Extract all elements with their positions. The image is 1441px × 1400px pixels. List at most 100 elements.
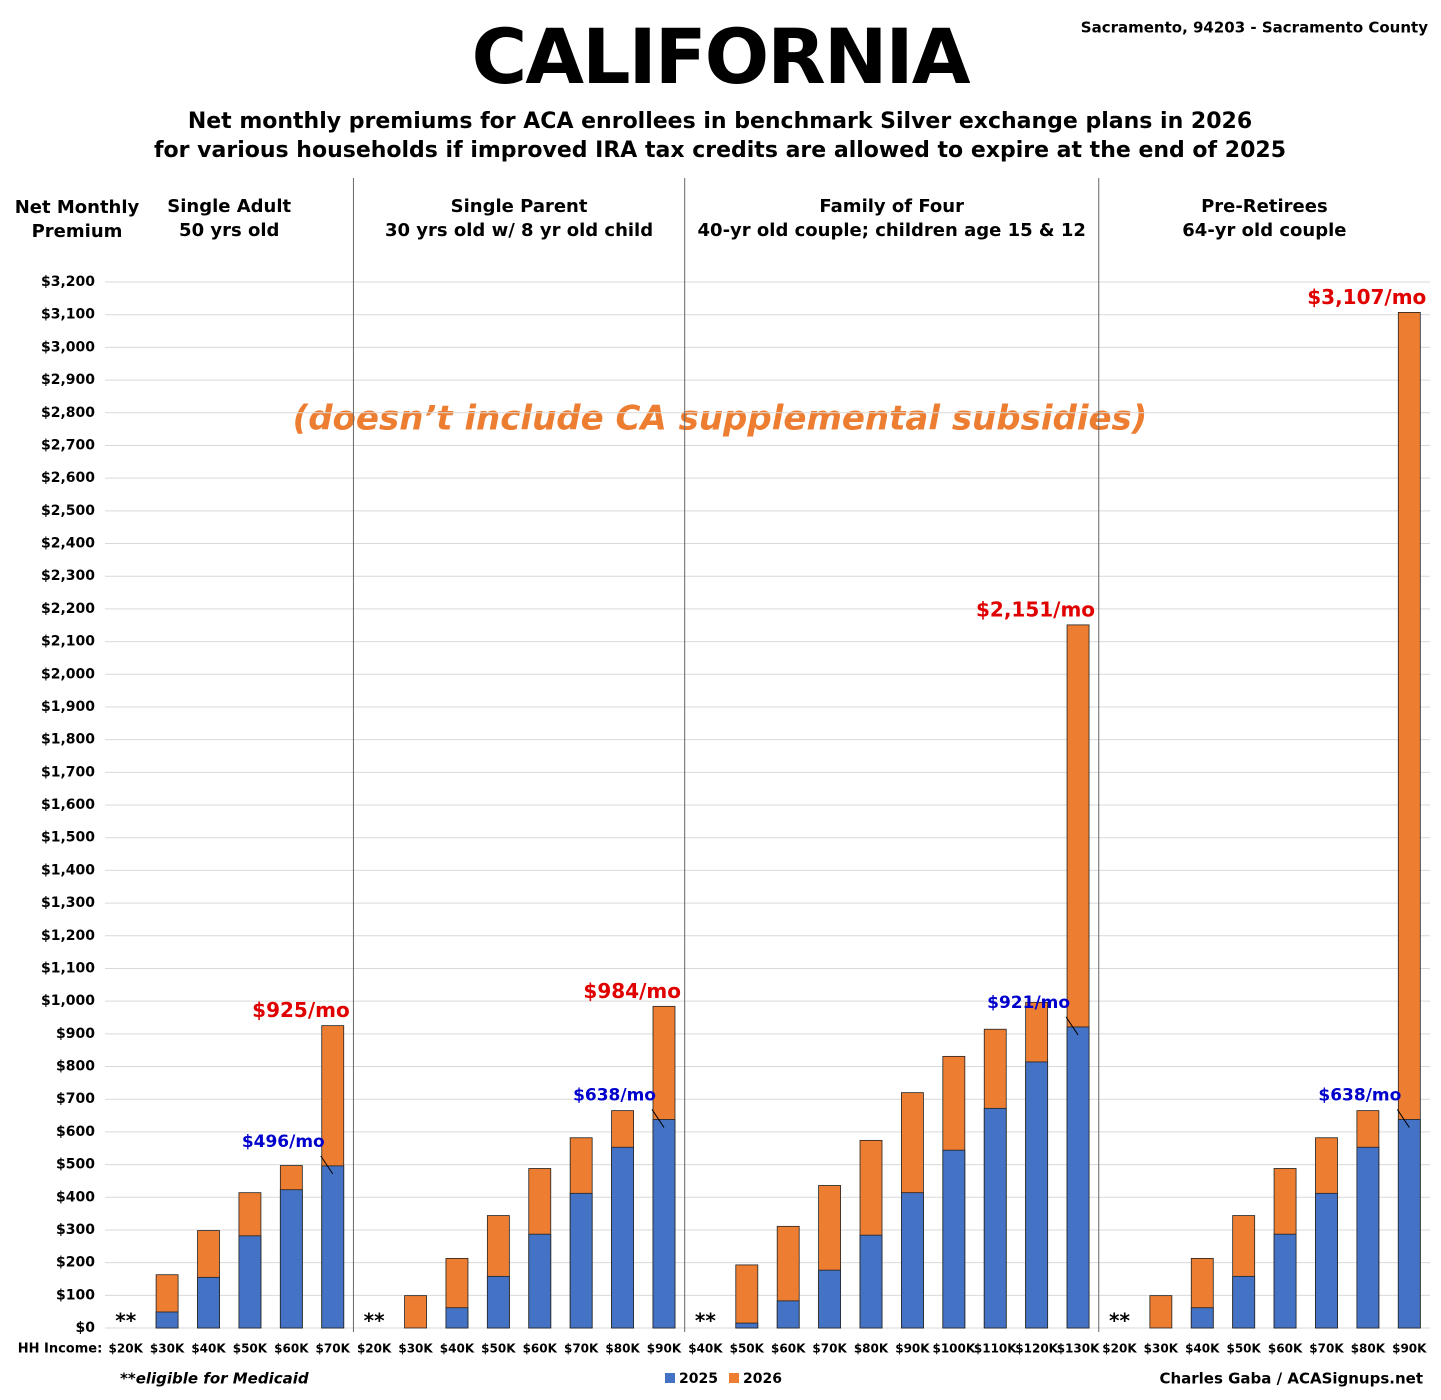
bar	[528, 1233, 552, 1329]
x-tick-label: $60K	[771, 1342, 806, 1356]
y-axis-title: Premium	[32, 221, 123, 242]
y-tick-label: $800	[56, 1059, 95, 1075]
bar	[1356, 1146, 1380, 1329]
bar	[735, 1322, 759, 1329]
y-tick-label: $1,200	[41, 928, 95, 944]
legend-label: 2025	[679, 1371, 718, 1387]
group-title: Single Adult	[167, 196, 291, 217]
na-marker: **	[364, 1309, 385, 1333]
footnote: **eligible for Medicaid	[120, 1370, 309, 1388]
bar	[1025, 1061, 1049, 1329]
bar	[735, 1264, 759, 1329]
x-axis-label: HH Income:	[18, 1342, 103, 1357]
y-tick-label: $2,600	[41, 470, 95, 486]
y-tick-label: $900	[56, 1026, 95, 1042]
y-tick-label: $200	[56, 1255, 95, 1271]
x-tick-label: $50K	[1226, 1342, 1261, 1356]
x-tick-label: $30K	[150, 1342, 185, 1356]
leader-line	[1065, 1016, 1079, 1036]
y-tick-label: $2,900	[41, 372, 95, 388]
bar	[197, 1276, 220, 1329]
bar	[983, 1107, 1007, 1329]
subtitle: for various households if improved IRA t…	[154, 138, 1286, 163]
value-label: $925/mo	[252, 998, 350, 1022]
bar	[1397, 1119, 1421, 1329]
y-tick-label: $2,700	[41, 437, 95, 453]
chart-title: CALIFORNIA	[471, 12, 970, 101]
x-tick-label: $90K	[895, 1342, 930, 1356]
x-tick-label: $60K	[523, 1342, 558, 1356]
na-marker: **	[695, 1309, 716, 1333]
y-tick-label: $1,800	[41, 732, 95, 748]
group-subtitle: 64-yr old couple	[1182, 220, 1346, 241]
value-label: $921/mo	[987, 993, 1070, 1013]
bar	[611, 1146, 634, 1329]
group-title: Pre-Retirees	[1201, 196, 1328, 217]
x-tick-label: $80K	[854, 1342, 889, 1356]
x-tick-label: $20K	[1102, 1342, 1137, 1356]
y-tick-label: $2,000	[41, 666, 95, 682]
x-tick-label: $70K	[316, 1342, 351, 1356]
x-tick-label: $70K	[564, 1342, 599, 1356]
y-tick-label: $300	[56, 1222, 95, 1238]
value-label: $496/mo	[242, 1132, 325, 1152]
bar	[1273, 1233, 1297, 1329]
bar	[1066, 1026, 1090, 1329]
bar	[238, 1235, 262, 1329]
x-tick-label: $40K	[688, 1342, 723, 1356]
x-tick-label: $110K	[974, 1342, 1017, 1356]
bar	[818, 1269, 842, 1329]
bar	[321, 1165, 345, 1329]
y-tick-label: $1,600	[41, 797, 95, 813]
bar	[486, 1275, 510, 1329]
y-tick-label: $1,100	[41, 960, 95, 976]
x-tick-label: $30K	[398, 1342, 433, 1356]
leader-line	[651, 1109, 665, 1128]
bar	[652, 1119, 676, 1329]
y-axis-title: Net Monthly	[15, 197, 140, 218]
y-tick-label: $0	[76, 1320, 96, 1336]
group-subtitle: 30 yrs old w/ 8 yr old child	[385, 220, 653, 241]
x-tick-label: $40K	[440, 1342, 475, 1356]
leader-line	[1396, 1109, 1410, 1128]
y-tick-label: $400	[56, 1189, 95, 1205]
y-tick-label: $2,100	[41, 634, 95, 650]
bar	[1232, 1275, 1256, 1329]
bar	[942, 1149, 966, 1329]
bar	[1149, 1295, 1173, 1329]
bar	[1315, 1192, 1338, 1329]
x-tick-label: $70K	[812, 1342, 847, 1356]
y-tick-label: $1,900	[41, 699, 95, 715]
y-tick-label: $2,800	[41, 405, 95, 421]
value-label: $638/mo	[1318, 1085, 1401, 1105]
y-tick-label: $2,500	[41, 503, 95, 519]
location: Sacramento, 94203 - Sacramento County	[1081, 19, 1428, 37]
bar	[1190, 1307, 1214, 1329]
bar	[155, 1311, 179, 1329]
x-tick-label: $90K	[1392, 1342, 1427, 1356]
bar	[859, 1234, 883, 1329]
group-title: Family of Four	[819, 196, 964, 217]
y-tick-label: $3,000	[41, 339, 95, 355]
x-tick-label: $40K	[191, 1342, 226, 1356]
x-tick-label: $80K	[1351, 1342, 1386, 1356]
y-tick-label: $1,300	[41, 895, 95, 911]
x-tick-label: $80K	[605, 1342, 640, 1356]
subtitle: Net monthly premiums for ACA enrollees i…	[188, 109, 1252, 134]
y-tick-label: $1,400	[41, 862, 95, 878]
bar	[445, 1307, 469, 1329]
x-tick-label: $120K	[1015, 1342, 1058, 1356]
y-tick-label: $600	[56, 1124, 95, 1140]
credit: Charles Gaba / ACASignups.net	[1159, 1370, 1423, 1388]
x-tick-label: $60K	[1268, 1342, 1303, 1356]
x-tick-label: $30K	[1144, 1342, 1179, 1356]
x-tick-label: $60K	[274, 1342, 309, 1356]
x-tick-label: $40K	[1185, 1342, 1220, 1356]
bar	[279, 1189, 303, 1329]
legend-label: 2026	[743, 1371, 782, 1387]
y-tick-label: $500	[56, 1157, 95, 1173]
y-tick-label: $3,100	[41, 307, 95, 323]
na-marker: **	[1109, 1309, 1130, 1333]
value-label: $2,151/mo	[976, 597, 1095, 621]
